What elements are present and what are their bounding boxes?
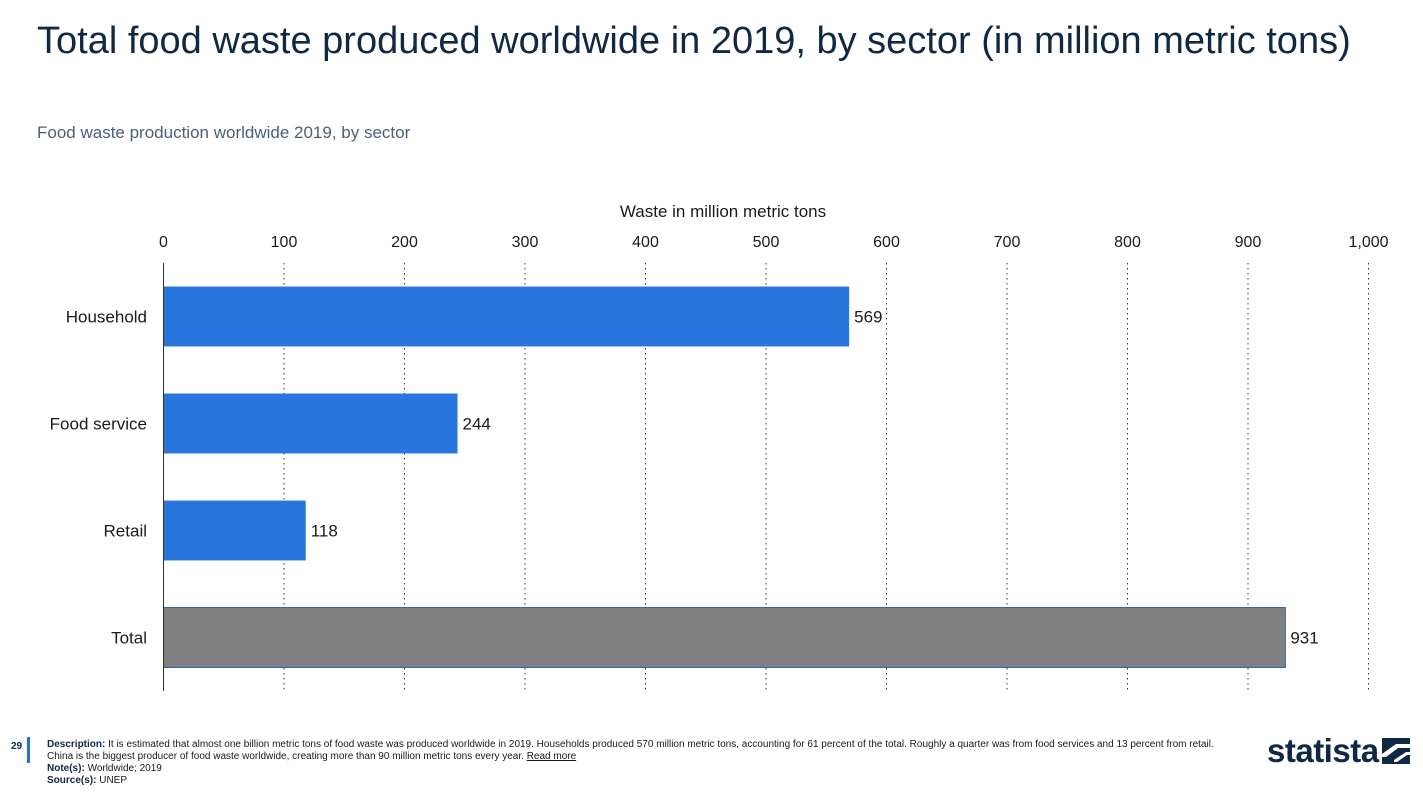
description-line: Description: It is estimated that almost… bbox=[47, 739, 1237, 763]
source-text: UNEP bbox=[99, 775, 128, 786]
read-more-link[interactable]: Read more bbox=[526, 751, 577, 762]
x-tick-label: 100 bbox=[271, 234, 298, 251]
category-label: Food service bbox=[50, 415, 147, 434]
x-tick-label: 1,000 bbox=[1348, 234, 1388, 251]
bar[interactable] bbox=[163, 393, 458, 454]
category-label: Retail bbox=[104, 522, 147, 541]
category-label: Household bbox=[66, 308, 147, 327]
data-label: 244 bbox=[463, 415, 491, 434]
x-axis-label: Waste in million metric tons bbox=[620, 202, 826, 221]
category-label: Total bbox=[111, 629, 147, 648]
data-label: 569 bbox=[854, 308, 882, 327]
bar[interactable] bbox=[163, 286, 850, 347]
source-line: Source(s): UNEP bbox=[47, 775, 1237, 787]
bar[interactable] bbox=[163, 500, 306, 561]
x-tick-label: 700 bbox=[994, 234, 1021, 251]
x-tick-label: 500 bbox=[753, 234, 780, 251]
description-label: Description: bbox=[47, 739, 106, 750]
footer: 29 Description: It is estimated that alm… bbox=[0, 732, 1423, 795]
chart-subtitle: Food waste production worldwide 2019, by… bbox=[37, 123, 411, 142]
x-tick-label: 0 bbox=[159, 234, 168, 251]
bar-chart: Waste in million metric tons 0 100 200 300 4… bbox=[50, 202, 1389, 691]
notes-label: Note(s): bbox=[47, 763, 85, 774]
data-label: 118 bbox=[311, 522, 338, 541]
x-tick-label: 800 bbox=[1114, 234, 1141, 251]
page-accent-bar bbox=[27, 737, 30, 763]
notes-line: Note(s): Worldwide; 2019 bbox=[47, 763, 1237, 775]
notes-text: Worldwide; 2019 bbox=[87, 763, 162, 774]
statista-logo-icon bbox=[1382, 738, 1410, 764]
chart-title: Total food waste produced worldwide in 2… bbox=[37, 20, 1351, 62]
statista-logo[interactable]: statista bbox=[1267, 732, 1417, 770]
description-text: It is estimated that almost one billion … bbox=[47, 739, 1214, 762]
source-label: Source(s): bbox=[47, 775, 97, 786]
bar[interactable] bbox=[163, 607, 1286, 668]
footer-text: Description: It is estimated that almost… bbox=[47, 739, 1237, 787]
x-tick-label: 300 bbox=[512, 234, 539, 251]
x-tick-label: 600 bbox=[873, 234, 900, 251]
data-label: 931 bbox=[1290, 629, 1318, 648]
x-tick-label: 400 bbox=[632, 234, 659, 251]
x-tick-label: 200 bbox=[391, 234, 418, 251]
page-number: 29 bbox=[11, 741, 23, 752]
x-tick-label: 900 bbox=[1235, 234, 1262, 251]
logo-text: statista bbox=[1267, 732, 1379, 769]
